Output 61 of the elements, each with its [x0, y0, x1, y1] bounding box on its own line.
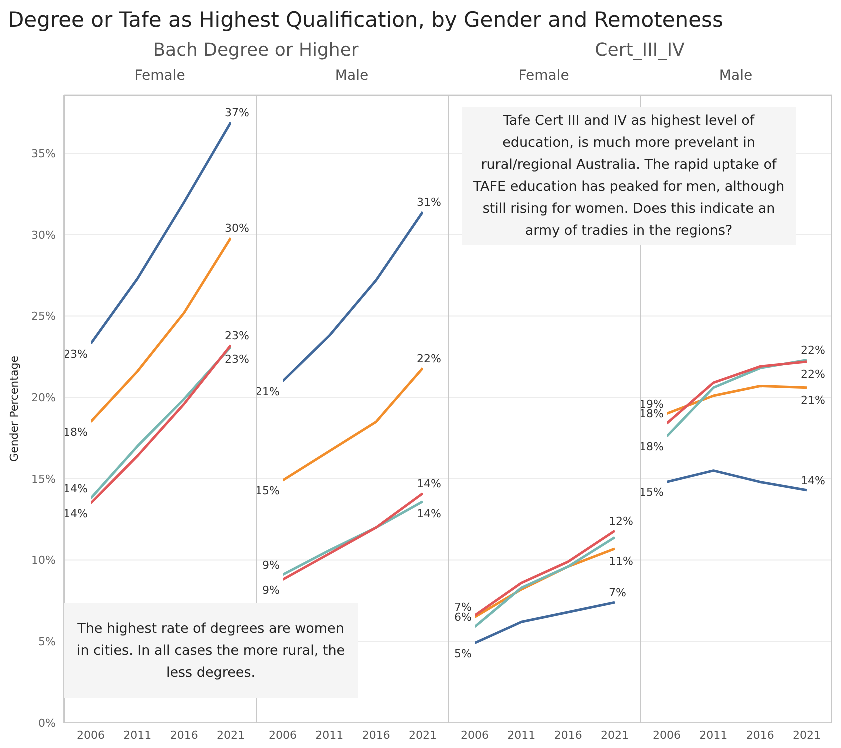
- x-tick-label: 2016: [554, 728, 582, 742]
- x-tick-label: 2021: [793, 728, 821, 742]
- chart-subtitle: Cert_III_IV: [594, 40, 686, 61]
- data-label: 14%: [417, 508, 442, 521]
- x-tick-label: 2006: [77, 728, 105, 742]
- data-label: 30%: [225, 222, 250, 236]
- y-tick-label: 20%: [32, 392, 56, 405]
- data-label: 23%: [225, 353, 250, 366]
- x-tick-label: 2011: [700, 728, 728, 742]
- x-tick-label: 2016: [746, 728, 774, 742]
- data-label: 18%: [64, 426, 88, 440]
- chart-title: Male: [718, 68, 754, 84]
- data-label: 31%: [417, 196, 442, 210]
- y-tick-label: 5%: [38, 636, 56, 649]
- x-tick-label: 2016: [362, 728, 390, 742]
- chart-title: Male: [334, 68, 370, 84]
- x-tick-label: 2006: [653, 728, 681, 742]
- data-label: 37%: [225, 106, 250, 120]
- data-label: 6%: [454, 611, 472, 624]
- text-box: The highest rate of degrees are women in cities. In all cases the more rural, the less degrees.: [64, 603, 358, 698]
- x-tick-label: 2021: [601, 728, 629, 742]
- chart-subtitle: Bach Degree or Higher: [152, 40, 360, 61]
- data-label: 12%: [609, 515, 634, 528]
- data-label: 11%: [609, 554, 634, 568]
- data-label: 22%: [801, 344, 826, 358]
- y-tick-label: 15%: [32, 472, 56, 486]
- x-tick-label: 2011: [508, 728, 536, 742]
- x-tick-label: 2011: [124, 728, 152, 742]
- x-tick-label: 2006: [461, 728, 489, 742]
- y-axis-title: Gender Percentage: [8, 356, 21, 462]
- data-label: 15%: [256, 484, 280, 498]
- data-label: 22%: [801, 368, 826, 381]
- data-label: 14%: [64, 482, 88, 496]
- y-tick-label: 10%: [32, 554, 56, 568]
- chart-title: Female: [518, 68, 570, 84]
- data-label: 23%: [225, 330, 250, 343]
- data-label: 21%: [256, 385, 280, 398]
- y-tick-label: 25%: [32, 310, 56, 324]
- x-tick-label: 2016: [170, 728, 198, 742]
- chart-title: Female: [134, 68, 186, 84]
- data-label: 14%: [801, 474, 826, 488]
- data-label: 21%: [801, 394, 826, 407]
- x-tick-label: 2021: [409, 728, 437, 742]
- data-label: 14%: [64, 507, 88, 520]
- data-label: 9%: [262, 558, 280, 572]
- text-box: Tafe Cert III and IV as highest level of education, is much more prevelant in rural/regional Australia. The rapid uptake of TAFE education has peaked for men, although still rising for women. Does this indicate an army of tradies in the regions?: [462, 107, 796, 245]
- data-label: 18%: [640, 440, 664, 454]
- text: Degree or Tafe as Highest Qualification, by Gender and Remoteness: [8, 8, 724, 32]
- data-label: 15%: [640, 486, 664, 500]
- x-tick-label: 2021: [217, 728, 245, 742]
- data-label: 14%: [417, 478, 442, 491]
- data-label: 5%: [454, 647, 472, 660]
- data-label: 22%: [417, 352, 442, 366]
- data-label: 7%: [609, 586, 626, 600]
- x-tick-label: 2011: [316, 728, 344, 742]
- y-tick-label: 0%: [38, 716, 56, 730]
- data-label: 23%: [64, 348, 88, 361]
- data-label: 9%: [262, 584, 280, 597]
- x-tick-label: 2006: [269, 728, 297, 742]
- y-tick-label: 35%: [32, 147, 56, 160]
- y-tick-label: 30%: [32, 228, 56, 242]
